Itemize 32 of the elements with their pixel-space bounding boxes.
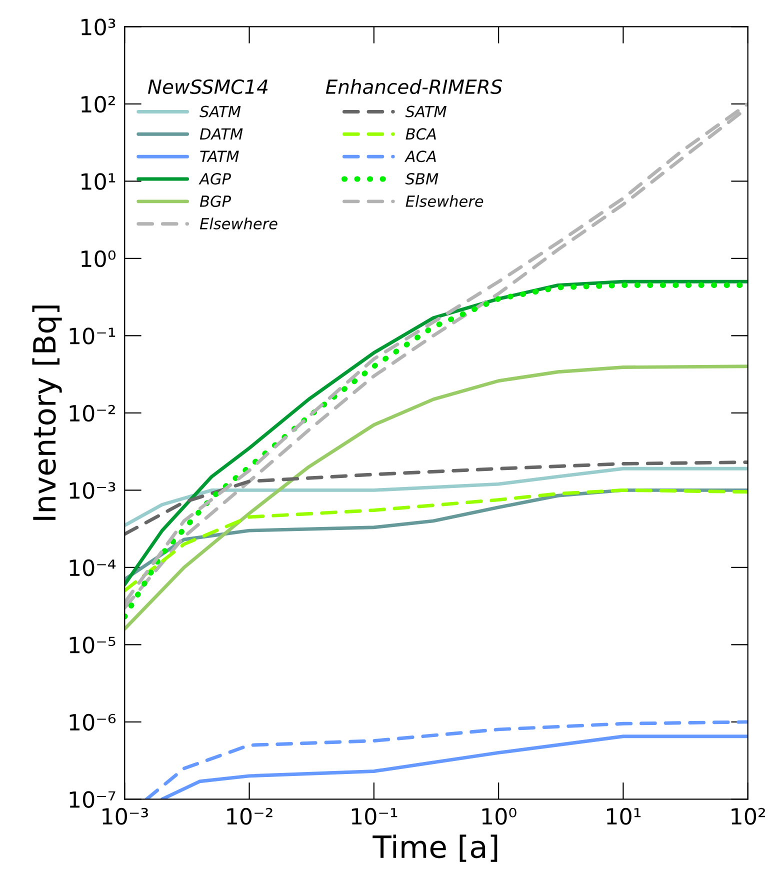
y-tick-label: 10⁻⁵: [70, 636, 116, 654]
y-tick-label: 10⁻³: [70, 482, 116, 499]
legend-label: ACA: [404, 150, 436, 162]
legend-label: Elsewhere: [200, 218, 278, 230]
y-tick-label: 10⁻¹: [70, 328, 116, 344]
legend-label: BCA: [406, 128, 436, 140]
legend-label: TATM: [200, 150, 239, 162]
y-tick-label: 10⁻⁷: [70, 791, 116, 808]
legend-label: Elsewhere: [406, 195, 484, 207]
y-tick-label: 10²: [82, 96, 115, 113]
legend-label: DATM: [200, 128, 243, 140]
x-tick-label: 10⁻¹: [352, 808, 398, 825]
y-tick-label: 10⁻⁶: [70, 714, 116, 731]
legend-label: SATM: [405, 106, 446, 118]
x-tick-label: 10¹: [607, 808, 641, 825]
x-tick-label: 10⁰: [482, 808, 516, 825]
legend-label: SATM: [200, 106, 241, 118]
y-tick-label: 10⁻⁴: [70, 559, 116, 576]
y-tick-label: 10³: [82, 18, 116, 36]
legend-label: SBM: [405, 173, 438, 185]
legend-label: BGP: [200, 195, 232, 207]
x-tick-label: 10⁻²: [227, 808, 272, 825]
text: NewSSMC14: [148, 79, 268, 94]
y-axis-title: Inventory [Bq]: [32, 306, 62, 520]
x-axis-title: Time [a]: [372, 834, 498, 862]
y-tick-label: 10⁻²: [70, 404, 115, 422]
text: Enhanced-RIMERS: [326, 79, 502, 94]
y-tick-label: 10⁰: [82, 250, 116, 268]
x-tick-label: 10²: [732, 808, 766, 825]
y-tick-label: 10¹: [82, 173, 116, 190]
x-tick-label: 10⁻³: [102, 808, 148, 825]
legend-label: AGP: [198, 173, 231, 185]
